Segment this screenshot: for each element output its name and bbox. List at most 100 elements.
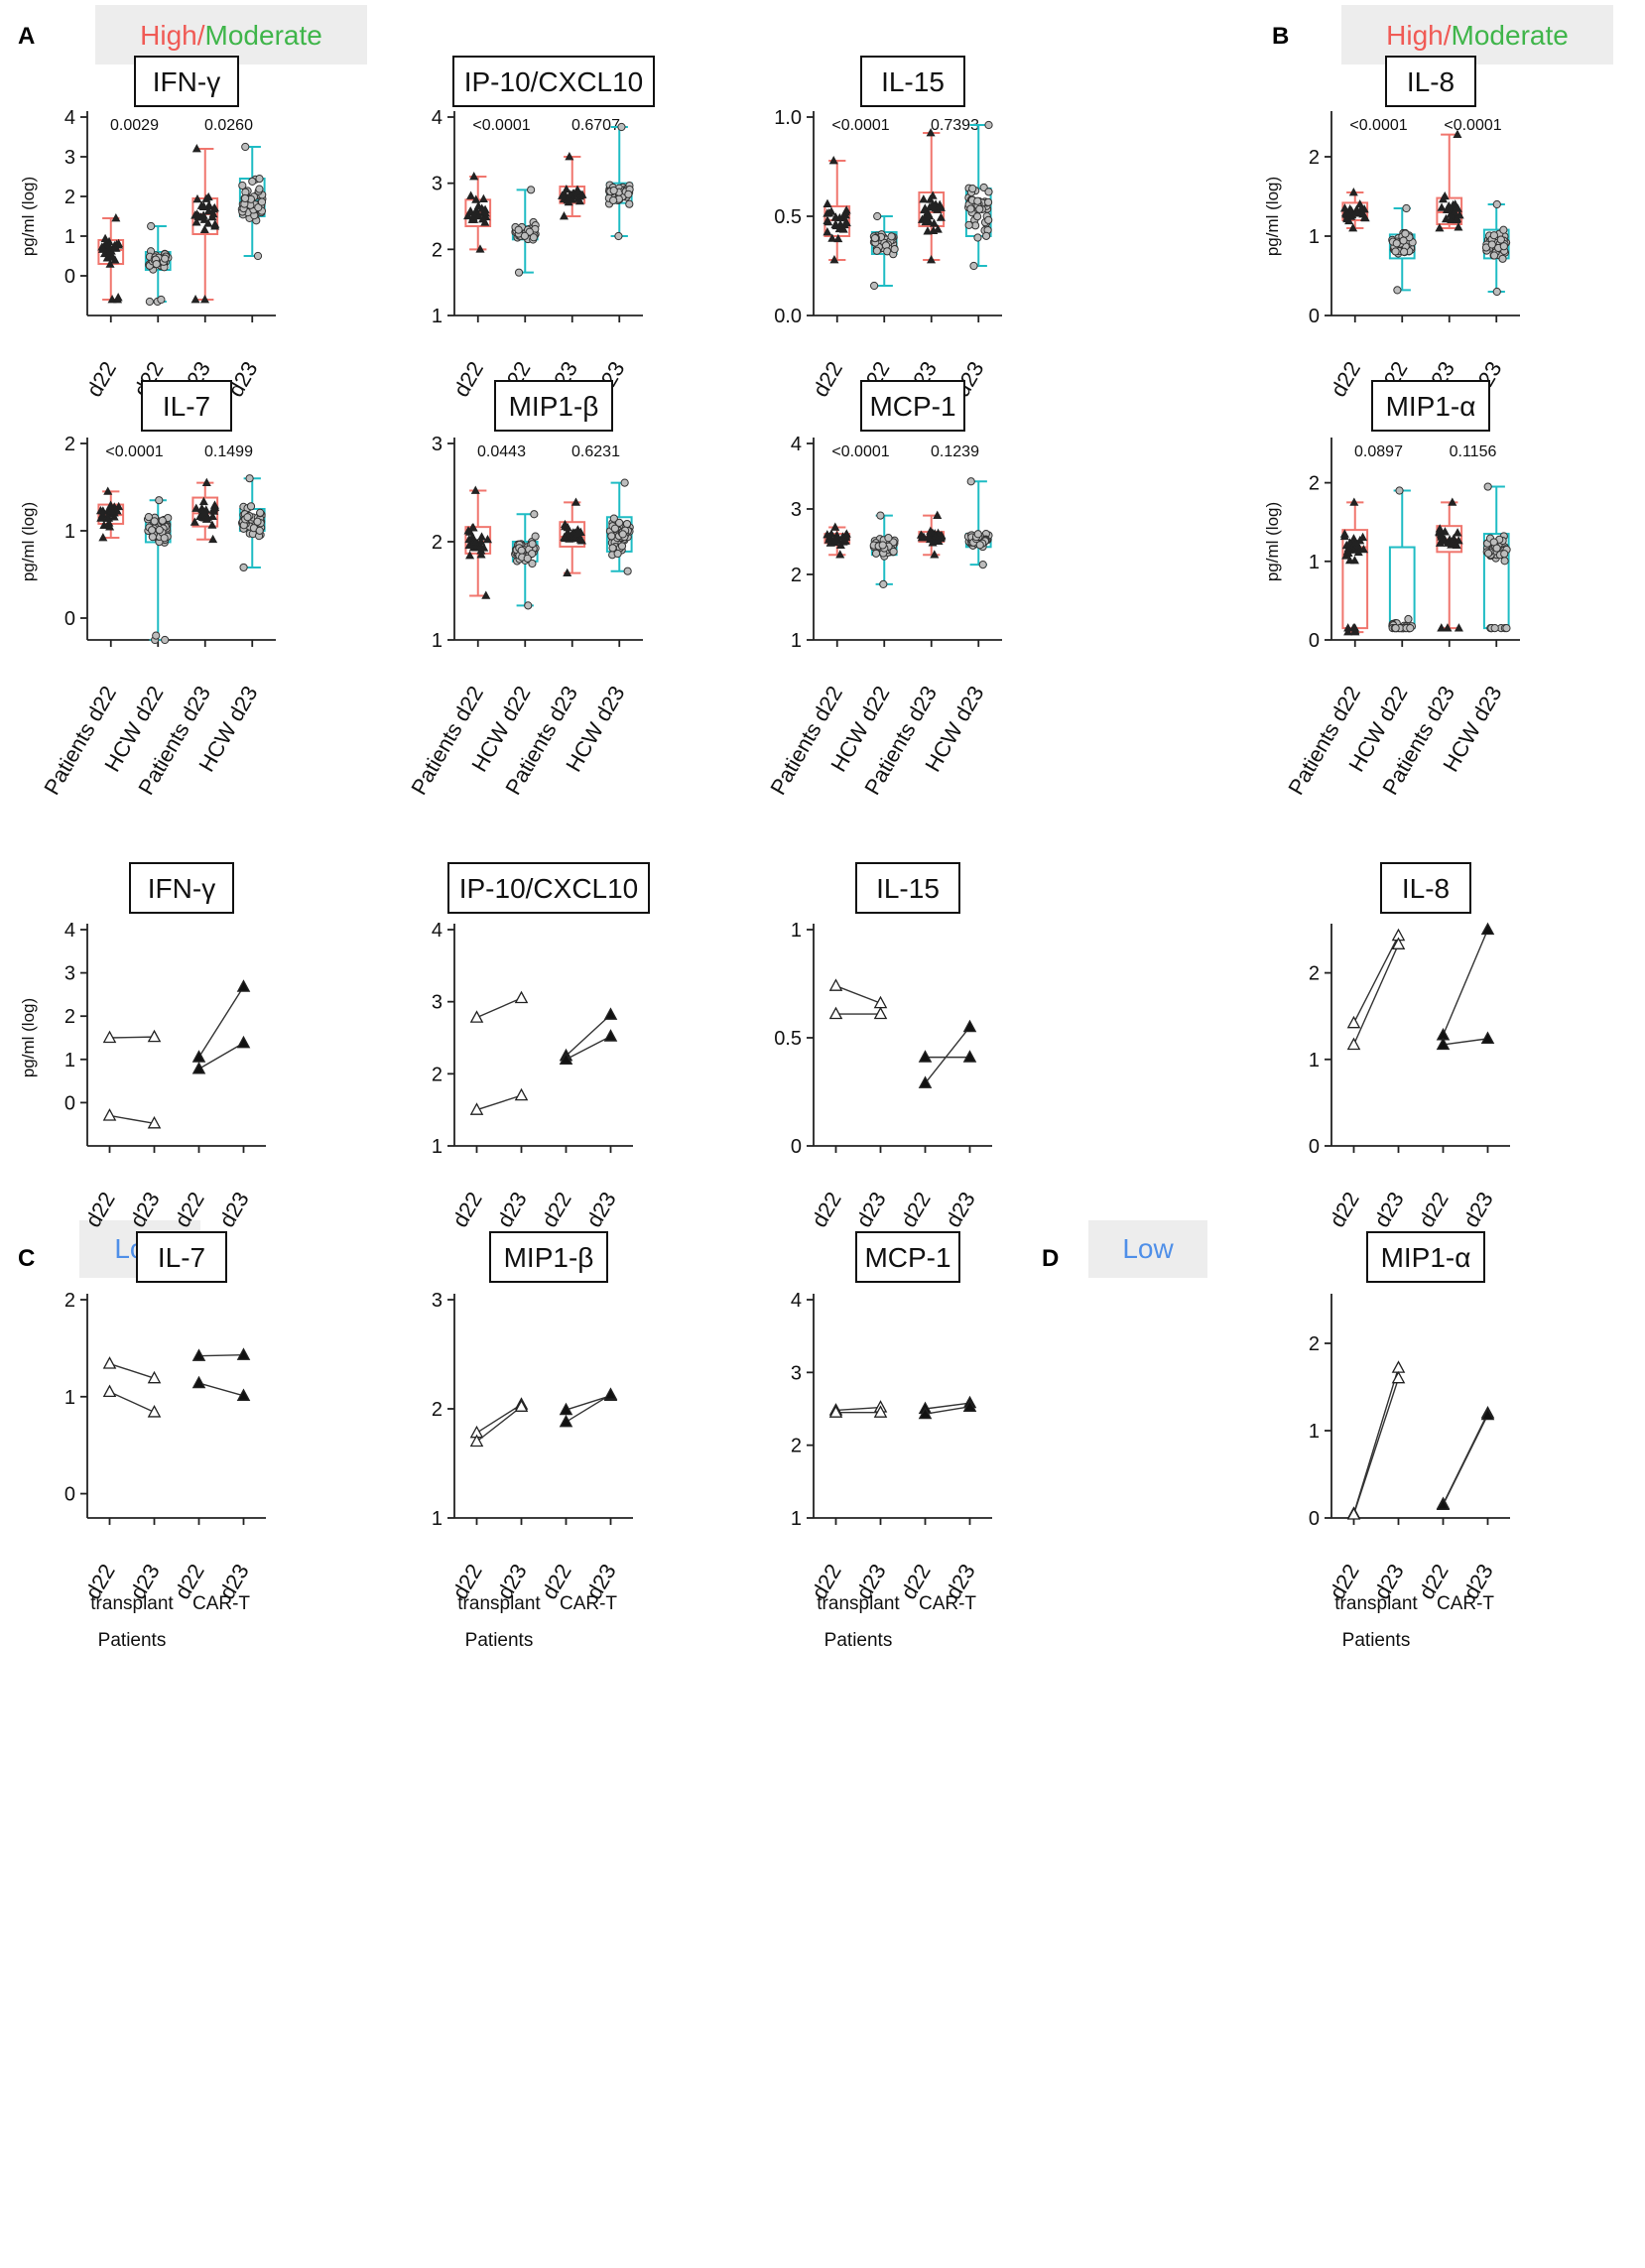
data-point <box>1349 497 1359 506</box>
data-point <box>1393 286 1402 295</box>
data-point <box>98 533 108 542</box>
data-point <box>201 477 211 486</box>
marker-d23 <box>873 1006 888 1020</box>
y-tick-label: 1 <box>432 630 443 652</box>
box-series <box>511 510 540 610</box>
pair-transplant <box>469 1087 529 1115</box>
box-series <box>463 485 493 599</box>
data-point <box>975 204 984 213</box>
y-tick-label: 1 <box>64 226 75 248</box>
pair-line <box>925 1402 970 1410</box>
data-point <box>254 203 263 212</box>
x-tick-label: d23 <box>492 1188 532 1231</box>
box-series <box>190 144 220 304</box>
category-tags: High/Moderate High/Moderate Low Low <box>79 5 1613 1278</box>
marker-d22 <box>1346 1037 1361 1051</box>
data-point <box>1340 207 1350 217</box>
data-point <box>1435 223 1445 232</box>
data-point <box>930 550 940 559</box>
box-series <box>511 186 540 277</box>
marker-d22 <box>828 978 843 991</box>
y-axis-label: pg/ml (log) <box>19 502 38 581</box>
data-point <box>157 295 166 305</box>
data-point <box>1449 536 1458 546</box>
chart-title-box <box>447 862 650 914</box>
tag-b-background <box>1341 5 1613 64</box>
marker-d23 <box>1391 937 1406 949</box>
data-point <box>208 504 218 513</box>
data-point <box>617 542 627 551</box>
data-point <box>833 233 843 243</box>
chart-title: IP-10/CXCL10 <box>459 873 639 904</box>
data-point <box>890 245 899 254</box>
data-point <box>966 477 975 486</box>
chart-title: MIP1-α <box>1381 1242 1471 1273</box>
pair-transplant <box>469 1399 529 1448</box>
data-point <box>876 511 885 520</box>
data-point <box>195 212 205 221</box>
data-point <box>1342 212 1352 222</box>
data-point <box>160 534 169 543</box>
box-series <box>237 474 266 572</box>
data-point <box>152 260 161 269</box>
data-point <box>1446 209 1455 218</box>
pair-line <box>198 1382 244 1397</box>
y-tick-label: 2 <box>432 1399 443 1421</box>
data-point <box>155 526 164 535</box>
marker-d23 <box>147 1370 162 1384</box>
data-point <box>530 510 539 519</box>
data-point <box>528 540 537 549</box>
chart-title-box <box>855 862 960 914</box>
y-tick-label: 0.0 <box>774 306 802 327</box>
data-point <box>984 197 993 206</box>
data-point <box>1454 222 1463 231</box>
pair-line <box>566 1394 611 1423</box>
data-point <box>984 120 993 130</box>
data-point <box>1453 528 1462 537</box>
data-point <box>1483 549 1493 558</box>
pair-CAR-T <box>191 979 251 1063</box>
y-tick-label: 2 <box>64 187 75 208</box>
data-point <box>822 215 832 224</box>
marker-d22 <box>559 1414 573 1428</box>
data-point <box>968 185 977 193</box>
data-point <box>110 243 120 252</box>
pair-transplant <box>1346 928 1406 1029</box>
data-point <box>161 254 170 263</box>
marker-d22 <box>469 1010 484 1023</box>
data-point <box>203 206 213 215</box>
y-tick-label: 0 <box>64 1092 75 1114</box>
box-series <box>95 486 125 542</box>
pair-line <box>476 997 522 1019</box>
data-point <box>884 534 893 543</box>
group-caption: Patients <box>465 1630 534 1651</box>
data-point <box>253 251 263 261</box>
data-point <box>1401 229 1410 238</box>
data-point <box>981 231 991 240</box>
data-point <box>840 209 850 219</box>
data-point <box>240 193 250 203</box>
data-point <box>936 212 946 221</box>
y-tick-label: 0 <box>1309 1136 1320 1158</box>
data-point <box>1438 193 1448 203</box>
pair-transplant <box>102 1356 162 1384</box>
marker-d22 <box>102 1356 117 1369</box>
data-point <box>107 505 117 515</box>
p-value: <0.0001 <box>472 117 530 134</box>
p-value: <0.0001 <box>831 117 889 134</box>
pair-line <box>1442 929 1489 1036</box>
pair-line <box>566 1395 611 1411</box>
data-point <box>926 194 936 203</box>
p-value: <0.0001 <box>1349 117 1407 134</box>
data-point <box>514 268 524 277</box>
chart-title-box <box>1366 1231 1485 1283</box>
data-point <box>1399 236 1408 245</box>
pair-line <box>1442 1414 1489 1506</box>
data-point <box>475 542 485 551</box>
data-point <box>1502 624 1511 633</box>
